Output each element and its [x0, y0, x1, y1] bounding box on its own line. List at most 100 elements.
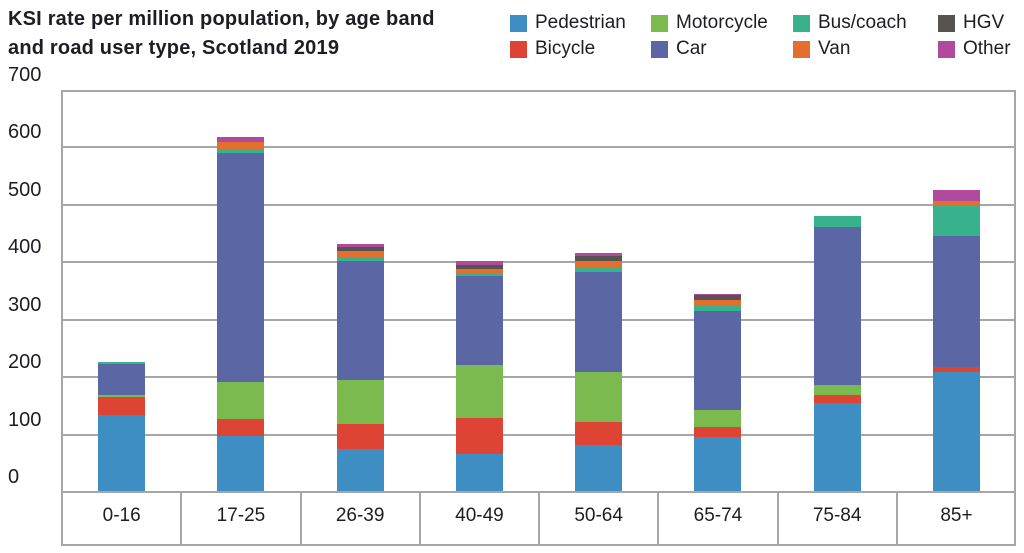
bar-40-49: [455, 261, 503, 491]
x-tick-label: 50-64: [574, 505, 623, 526]
bar-segment-van: [217, 141, 265, 149]
legend-swatch-icon: [793, 14, 810, 32]
y-tick-label: 500: [8, 178, 42, 201]
bar-75-84: [813, 215, 861, 491]
bar-segment-car: [813, 226, 861, 385]
bar-segment-bus-coach: [813, 215, 861, 227]
category-divider: [895, 491, 898, 544]
x-tick-label: 40-49: [455, 505, 504, 526]
bar-segment-bus-coach: [217, 148, 265, 154]
category-divider: [180, 491, 183, 544]
bar-segment-bicycle: [336, 423, 384, 449]
bar-segment-van: [455, 268, 503, 274]
legend-item-bicycle: Bicycle: [510, 36, 651, 62]
bar-segment-hgv: [575, 255, 623, 262]
bar-segment-bicycle: [575, 422, 623, 446]
legend-item-bus-coach: Bus/coach: [793, 10, 938, 36]
legend-item-pedestrian: Pedestrian: [510, 10, 651, 36]
bar-50-64: [575, 252, 623, 491]
bar-segment-pedestrian: [813, 402, 861, 491]
bar-segment-bus-coach: [694, 304, 742, 311]
bar-segment-other: [336, 244, 384, 247]
bar-segment-pedestrian: [455, 453, 503, 491]
bar-segment-pedestrian: [575, 445, 623, 491]
bar-segment-other: [575, 252, 623, 256]
bar-segment-other: [932, 189, 980, 202]
bar-segment-bicycle: [813, 395, 861, 403]
y-tick-label: 600: [8, 121, 42, 144]
y-gridline-100: [62, 434, 1016, 436]
bar-segment-hgv: [694, 295, 742, 300]
bar-segment-pedestrian: [694, 437, 742, 491]
y-gridline-500: [62, 204, 1016, 206]
bar-segment-motorcycle: [575, 372, 623, 423]
y-tick-label: 100: [8, 408, 42, 431]
x-tick-label: 85+: [940, 505, 973, 526]
bar-segment-bus-coach: [575, 267, 623, 272]
bar-segment-bus-coach: [98, 361, 146, 364]
legend-swatch-icon: [510, 14, 527, 32]
bar-segment-motorcycle: [98, 394, 146, 398]
x-tick-label: 26-39: [335, 505, 385, 526]
y-gridline-400: [62, 261, 1016, 263]
bar-segment-bicycle: [932, 366, 980, 373]
legend-swatch-icon: [651, 14, 668, 32]
bar-segment-car: [455, 276, 503, 365]
bar-segment-other: [217, 137, 265, 142]
x-tick-label: 65-74: [693, 505, 743, 526]
category-divider: [299, 491, 302, 544]
bar-segment-hgv: [336, 246, 384, 251]
y-tick-label: 400: [8, 236, 42, 259]
bar-segment-car: [98, 363, 146, 395]
bar-segment-pedestrian: [217, 435, 265, 491]
bar-segment-car: [575, 271, 623, 373]
bar-segment-other: [694, 293, 742, 296]
bar-segment-car: [217, 153, 265, 382]
legend-swatch-icon: [651, 40, 668, 58]
bar-segment-bicycle: [98, 397, 146, 415]
legend-swatch-icon: [510, 40, 527, 58]
y-tick-label: 300: [8, 293, 42, 316]
bar-85+: [932, 189, 980, 491]
bar-segment-van: [575, 261, 623, 268]
legend-item-other: Other: [938, 36, 1011, 62]
bar-segment-hgv: [455, 264, 503, 269]
legend-item-car: Car: [651, 36, 793, 62]
bar-segment-motorcycle: [455, 364, 503, 418]
legend-swatch-icon: [938, 40, 955, 58]
legend-label: Other: [963, 38, 1011, 59]
bar-segment-van: [694, 299, 742, 305]
y-gridline-600: [62, 146, 1016, 148]
y-gridline-700: [62, 90, 1016, 92]
legend-label: Motorcycle: [676, 12, 768, 33]
legend-label: Bicycle: [535, 38, 596, 59]
bar-segment-car: [932, 236, 980, 367]
y-tick-label: 700: [8, 64, 42, 86]
chart-title-line2: and road user type, Scotland 2019: [8, 37, 340, 59]
bar-segment-motorcycle: [336, 380, 384, 424]
bar-segment-van: [336, 251, 384, 258]
bar-segment-motorcycle: [694, 410, 742, 427]
category-divider: [418, 491, 421, 544]
plot-right-border: [1014, 90, 1016, 546]
chart-legend: Pedestrian Bicycle Motorcycle Car Bus/coach V…: [510, 10, 1011, 62]
bar-segment-bus-coach: [455, 273, 503, 277]
legend-item-hgv: HGV: [938, 10, 1011, 36]
bar-segment-bicycle: [217, 418, 265, 436]
legend-item-van: Van: [793, 36, 938, 62]
legend-swatch-icon: [793, 40, 810, 58]
bar-17-25: [217, 137, 265, 491]
bar-segment-pedestrian: [932, 372, 980, 491]
legend-label: Car: [676, 38, 707, 59]
legend-item-motorcycle: Motorcycle: [651, 10, 793, 36]
category-divider: [538, 491, 540, 544]
bar-segment-pedestrian: [98, 414, 146, 491]
plot-area: [62, 90, 1016, 493]
category-divider: [657, 491, 660, 544]
y-gridline-300: [62, 319, 1016, 321]
y-axis-line: [61, 90, 63, 546]
x-tick-label: 17-25: [216, 505, 266, 526]
category-divider: [776, 491, 779, 544]
chart-title-line1: KSI rate per million population, by age …: [8, 8, 435, 30]
